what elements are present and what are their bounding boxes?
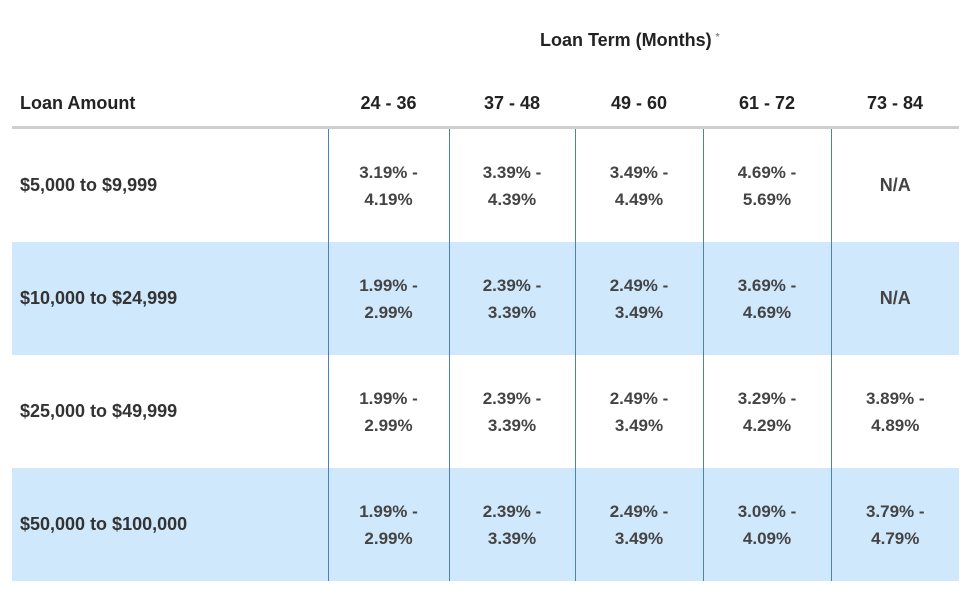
rate-cell: 1.99% -2.99% bbox=[327, 355, 449, 468]
loan-amount-cell: $5,000 to $9,999 bbox=[20, 175, 158, 195]
rate-cell: 3.19% -4.19% bbox=[327, 127, 449, 242]
table-row: $10,000 to $24,999 1.99% -2.99% 2.39% -3… bbox=[12, 242, 959, 355]
term-column-header: 73 - 84 bbox=[831, 80, 959, 129]
rate-cell: 3.89% -4.89% bbox=[830, 355, 959, 468]
loan-rate-table: Loan Amount 24 - 36 37 - 48 49 - 60 61 -… bbox=[12, 80, 959, 581]
rate-cell: N/A bbox=[830, 242, 959, 355]
rate-cell: 1.99% -2.99% bbox=[327, 468, 449, 581]
rate-cell: 3.49% -4.49% bbox=[574, 127, 703, 242]
rate-cell: 3.09% -4.09% bbox=[702, 468, 831, 581]
header-row: Loan Amount 24 - 36 37 - 48 49 - 60 61 -… bbox=[12, 80, 959, 129]
loan-amount-header: Loan Amount bbox=[12, 80, 328, 129]
rate-cell: 2.49% -3.49% bbox=[574, 242, 703, 355]
rate-cell: 3.29% -4.29% bbox=[702, 355, 831, 468]
table-row: $25,000 to $49,999 1.99% -2.99% 2.39% -3… bbox=[12, 355, 959, 468]
loan-term-footnote-mark: * bbox=[715, 32, 720, 43]
loan-amount-cell: $25,000 to $49,999 bbox=[20, 401, 178, 421]
loan-amount-cell: $50,000 to $100,000 bbox=[12, 468, 328, 581]
rate-cell: 3.79% -4.79% bbox=[830, 468, 959, 581]
term-column-header: 49 - 60 bbox=[575, 80, 703, 129]
rate-cell: 1.99% -2.99% bbox=[327, 242, 449, 355]
loan-term-title-text: Loan Term (Months) bbox=[540, 30, 712, 50]
table-row: $5,000 to $9,999 3.19% -4.19% 3.39% -4.3… bbox=[12, 127, 959, 242]
rate-cell: 2.39% -3.39% bbox=[448, 468, 575, 581]
rate-cell: 2.39% -3.39% bbox=[448, 242, 575, 355]
rate-cell: 3.39% -4.39% bbox=[448, 127, 575, 242]
rate-cell: N/A bbox=[830, 127, 959, 242]
term-column-header: 37 - 48 bbox=[449, 80, 575, 129]
term-column-header: 61 - 72 bbox=[703, 80, 831, 129]
term-column-header: 24 - 36 bbox=[328, 80, 449, 129]
rate-cell: 3.69% -4.69% bbox=[702, 242, 831, 355]
rate-cell: 2.49% -3.49% bbox=[574, 355, 703, 468]
table-row: $50,000 to $100,000 1.99% -2.99% 2.39% -… bbox=[12, 468, 959, 581]
rate-cell: 2.39% -3.39% bbox=[448, 355, 575, 468]
loan-amount-cell: $10,000 to $24,999 bbox=[12, 242, 328, 355]
rate-cell: 2.49% -3.49% bbox=[574, 468, 703, 581]
loan-term-title: Loan Term (Months) * bbox=[540, 30, 720, 51]
rate-cell: 4.69% -5.69% bbox=[702, 127, 831, 242]
